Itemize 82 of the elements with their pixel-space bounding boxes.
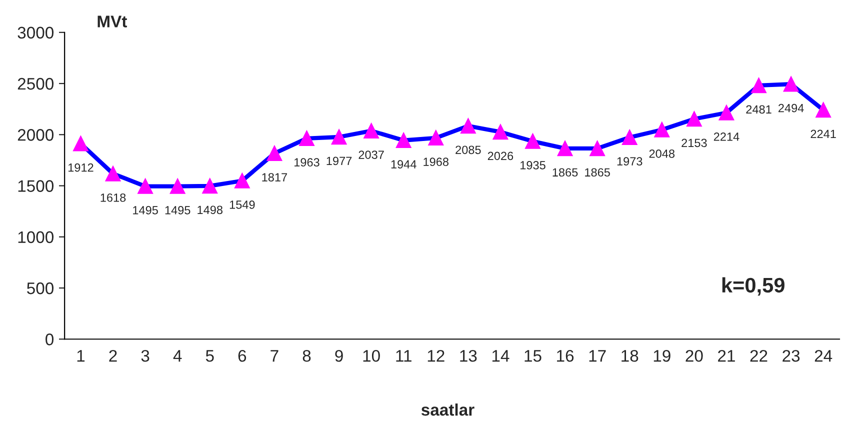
data-label: 1912 — [68, 163, 94, 172]
data-label: 1865 — [585, 168, 610, 177]
y-tick-label: 3000 — [18, 26, 54, 39]
x-tick-label: 1 — [77, 350, 85, 362]
x-tick-label: 8 — [302, 350, 311, 362]
point — [622, 130, 638, 146]
point — [364, 123, 379, 138]
data-label: 2153 — [682, 138, 707, 148]
x-tick-label: 17 — [589, 350, 606, 362]
x-tick-label: 19 — [654, 350, 670, 362]
point — [428, 130, 444, 146]
point — [299, 130, 314, 146]
point — [105, 166, 121, 182]
x-tick-label: 11 — [396, 350, 412, 362]
data-label: 2241 — [810, 130, 836, 138]
x-tick-label: 7 — [270, 350, 278, 362]
data-label: 1618 — [100, 193, 126, 202]
point — [460, 118, 476, 134]
data-label: 2048 — [649, 149, 675, 158]
point — [783, 76, 799, 92]
point — [73, 136, 88, 152]
data-label: 2214 — [714, 132, 740, 141]
x-tick-label: 9 — [335, 350, 343, 362]
point — [718, 105, 734, 120]
x-tick-label: 12 — [428, 350, 444, 362]
data-label: 1935 — [520, 161, 546, 170]
x-tick-label: 3 — [141, 350, 150, 362]
x-tick-label: 15 — [524, 350, 542, 362]
point — [816, 102, 831, 118]
y-tick-label: 2000 — [18, 129, 54, 141]
data-label: 2037 — [358, 150, 384, 159]
x-tick-label: 22 — [750, 350, 768, 362]
point — [590, 140, 605, 156]
point — [202, 178, 218, 194]
data-label: 1549 — [230, 200, 255, 209]
y-tick-label: 2500 — [18, 78, 54, 90]
data-label: 1968 — [424, 158, 448, 166]
point — [525, 134, 540, 149]
point — [138, 178, 153, 194]
data-label: 1977 — [326, 156, 352, 166]
y-tick-label: 0 — [46, 334, 54, 346]
x-tick-label: 16 — [557, 350, 574, 362]
y-tick-label: 500 — [27, 282, 54, 294]
data-label: 1973 — [617, 157, 642, 166]
data-label: 1498 — [198, 206, 222, 214]
data-label: 1495 — [165, 206, 190, 214]
x-tick-label: 5 — [206, 350, 214, 362]
point — [396, 132, 412, 148]
x-tick-label: 4 — [173, 350, 182, 362]
point — [557, 140, 573, 156]
x-tick-label: 14 — [492, 350, 510, 362]
data-label: 1944 — [391, 160, 416, 168]
point — [751, 78, 766, 94]
data-label: 2481 — [746, 105, 772, 114]
data-label: 2026 — [488, 152, 514, 160]
x-tick-label: 2 — [109, 350, 117, 362]
y-tick-label: 1500 — [18, 180, 54, 192]
data-label: 1865 — [552, 168, 578, 177]
x-tick-label: 6 — [238, 350, 246, 362]
x-tick-label: 18 — [622, 350, 638, 362]
point — [654, 122, 670, 138]
point — [492, 124, 508, 140]
x-tick-label: 23 — [782, 350, 800, 362]
point — [266, 146, 282, 161]
x-tick-label: 21 — [718, 350, 735, 362]
x-axis-title: saatlar — [421, 404, 474, 416]
point — [170, 178, 186, 194]
annotation: k=0,59 — [722, 277, 784, 296]
data-label: 2494 — [778, 104, 804, 112]
point — [234, 173, 250, 188]
x-tick-label: 20 — [686, 350, 703, 362]
data-label: 1495 — [133, 206, 158, 214]
x-tick-label: 24 — [814, 350, 832, 362]
data-label: 1963 — [294, 158, 320, 167]
x-tick-label: 13 — [460, 350, 477, 362]
y-tick-label: 1000 — [18, 231, 54, 244]
point — [686, 111, 702, 127]
point — [331, 129, 347, 145]
data-label: 1817 — [262, 173, 287, 182]
data-label: 2085 — [456, 146, 481, 154]
x-tick-label: 10 — [363, 350, 380, 362]
y-axis-title: MVt — [98, 16, 127, 28]
